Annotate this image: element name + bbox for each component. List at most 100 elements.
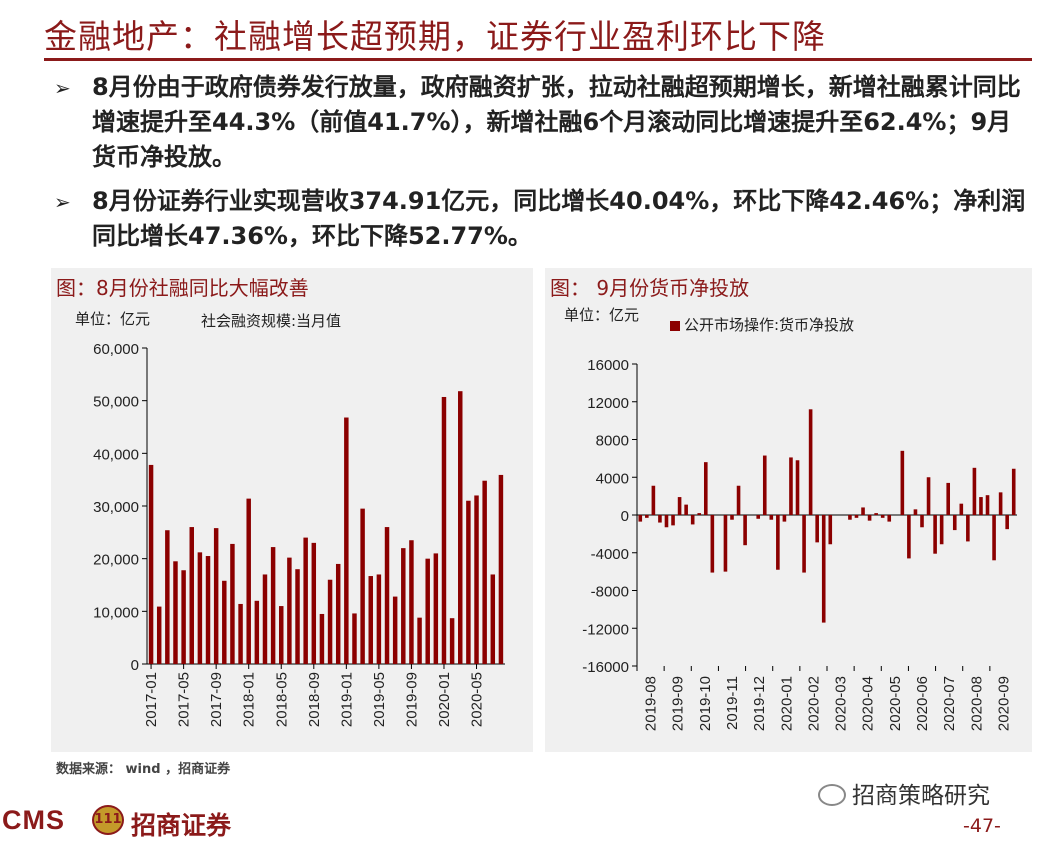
bar bbox=[638, 515, 643, 522]
bar bbox=[498, 474, 504, 664]
bar bbox=[327, 579, 333, 664]
bullet-text: 8月份由于政府债券发行放量，政府融资扩张，拉动社融超预期增长，新增社融累计同比增… bbox=[92, 73, 1021, 171]
y-tick-label: 40,000 bbox=[93, 446, 139, 463]
bar bbox=[684, 504, 688, 515]
bar bbox=[205, 556, 211, 664]
bar bbox=[1011, 468, 1016, 515]
bar bbox=[848, 515, 852, 520]
bar bbox=[651, 485, 656, 515]
bar bbox=[335, 563, 341, 664]
legend-label: 公开市场操作:货币净投放 bbox=[684, 316, 855, 334]
x-tick-label: 2020-05 bbox=[469, 672, 486, 727]
bullet-text: 8月份证券行业实现营收374.91亿元，同比增长40.04%，环比下降42.46… bbox=[92, 187, 1026, 250]
bar bbox=[815, 515, 819, 543]
y-tick-label: 10,000 bbox=[93, 604, 139, 621]
bar bbox=[409, 540, 414, 664]
bullet-list: ➢ 8月份由于政府债券发行放量，政府融资扩张，拉动社融超预期增长，新增社融累计同… bbox=[52, 70, 1032, 263]
x-tick-label: 2019-05 bbox=[371, 672, 388, 727]
bar bbox=[723, 515, 728, 572]
bar bbox=[703, 462, 708, 515]
bar bbox=[926, 477, 931, 515]
wechat-name: 招商策略研究 bbox=[852, 783, 990, 809]
bar bbox=[992, 515, 996, 561]
title-rule bbox=[44, 58, 1032, 61]
social-financing-chart-panel: 图：8月份社融同比大幅改善 单位：亿元 社会融资规模:当月值 0 10,000 20… bbox=[51, 268, 533, 752]
bar bbox=[303, 537, 308, 664]
y-tick-label: -4000 bbox=[591, 546, 629, 563]
bar bbox=[645, 515, 649, 518]
bar bbox=[181, 570, 186, 664]
y-tick-label: 12000 bbox=[587, 395, 629, 412]
social-financing-bar-chart: 0 10,000 20,000 30,000 40,000 50,000 60,000 201… bbox=[93, 341, 505, 727]
bar bbox=[222, 580, 227, 664]
bar bbox=[449, 618, 455, 664]
y-tick-label: -12000 bbox=[582, 621, 629, 638]
x-tick-label: 2020-05 bbox=[887, 676, 904, 731]
y-tick-label: 30,000 bbox=[93, 499, 139, 516]
bar bbox=[474, 495, 479, 664]
x-tick-label: 2018-05 bbox=[273, 672, 290, 727]
bar bbox=[887, 515, 892, 522]
data-source: 数据来源： wind ，招商证券 bbox=[56, 762, 231, 777]
x-tick-label: 2020-09 bbox=[995, 676, 1012, 731]
chart-title: 图：8月份社融同比大幅改善 bbox=[56, 276, 309, 300]
bar bbox=[979, 497, 983, 515]
bar bbox=[920, 515, 924, 528]
bar bbox=[913, 509, 918, 515]
bar bbox=[998, 492, 1003, 515]
bar bbox=[279, 606, 284, 664]
bar bbox=[907, 515, 911, 559]
y-tick-label: 50,000 bbox=[93, 394, 139, 411]
bar bbox=[952, 515, 957, 531]
bar bbox=[319, 613, 325, 664]
bar bbox=[900, 450, 905, 515]
bar bbox=[867, 515, 872, 521]
bar bbox=[458, 391, 463, 664]
brand-logo-text: CMS bbox=[2, 805, 65, 835]
net-injection-bar-chart: -16000 -12000 -8000 -4000 0 4000 8000 12000 1600… bbox=[582, 357, 1017, 731]
bar bbox=[368, 576, 373, 664]
x-tick-label: 2017-01 bbox=[143, 672, 160, 727]
bar bbox=[384, 527, 390, 664]
chart-legend: 公开市场操作:货币净投放 bbox=[670, 314, 854, 335]
x-tick-label: 2018-01 bbox=[241, 672, 258, 727]
bar bbox=[821, 515, 826, 623]
bar bbox=[311, 542, 317, 664]
bar bbox=[401, 548, 406, 664]
chart-unit: 单位：亿元 bbox=[75, 310, 151, 328]
bar bbox=[295, 569, 300, 664]
bar bbox=[874, 513, 878, 515]
x-tick-label: 2019-10 bbox=[697, 676, 714, 731]
bar bbox=[433, 553, 439, 664]
bar bbox=[743, 515, 747, 546]
legend-swatch bbox=[670, 321, 680, 331]
y-tick-label: 8000 bbox=[596, 433, 629, 450]
y-tick-label: 0 bbox=[131, 657, 139, 674]
bar bbox=[165, 530, 170, 664]
x-tick-label: 2019-12 bbox=[751, 676, 768, 731]
x-tick-label: 2019-09 bbox=[403, 672, 420, 727]
bar bbox=[148, 464, 154, 664]
bar bbox=[710, 515, 715, 573]
bar bbox=[344, 417, 349, 664]
bar bbox=[730, 515, 734, 520]
bar bbox=[802, 515, 806, 573]
bar bbox=[671, 515, 675, 526]
bar bbox=[230, 543, 235, 664]
x-tick-label: 2019-01 bbox=[338, 672, 355, 727]
bar bbox=[736, 485, 741, 515]
bar bbox=[756, 515, 761, 519]
bar bbox=[880, 515, 885, 518]
wechat-account: 招商策略研究 bbox=[818, 776, 990, 810]
x-tick-label: 2017-05 bbox=[176, 672, 193, 727]
bullet-item: ➢ 8月份证券行业实现营收374.91亿元，同比增长40.04%，环比下降42.… bbox=[52, 184, 1032, 254]
brand-name: 招商证券 bbox=[131, 811, 232, 840]
bar bbox=[238, 603, 243, 664]
bar bbox=[482, 480, 487, 664]
x-tick-label: 2020-06 bbox=[914, 676, 931, 731]
bar bbox=[254, 600, 260, 664]
bar bbox=[776, 515, 780, 570]
x-tick-label: 2020-04 bbox=[860, 676, 877, 731]
x-tick-label: 2017-09 bbox=[208, 672, 225, 727]
bullet-item: ➢ 8月份由于政府债券发行放量，政府融资扩张，拉动社融超预期增长，新增社融累计同… bbox=[52, 70, 1032, 175]
